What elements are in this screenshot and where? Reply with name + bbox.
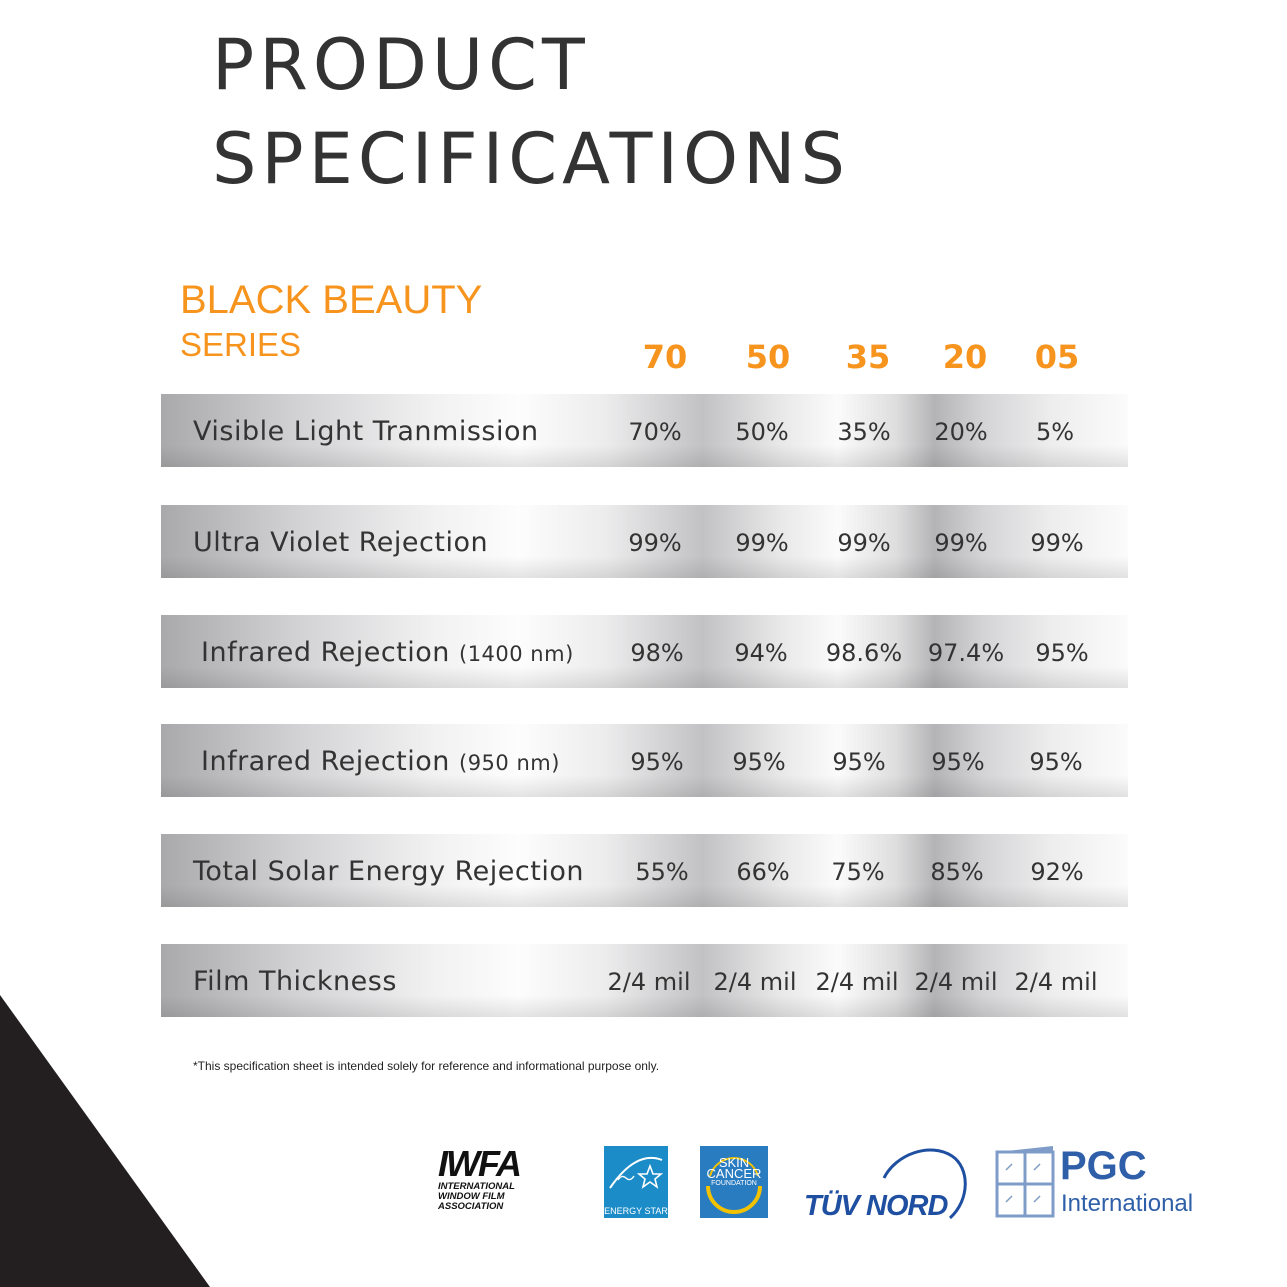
spec-value: 99%: [837, 529, 891, 557]
series-name: BLACK BEAUTY: [180, 278, 483, 322]
spec-label: Film Thickness: [193, 966, 397, 997]
spec-row-visible-light: Visible Light Tranmission 70% 50% 35% 20…: [161, 394, 1128, 467]
skin-cancer-foundation-logo: SKIN CANCER FOUNDATION: [700, 1146, 768, 1218]
pgc-name: PGC: [1060, 1144, 1147, 1188]
spec-value: 66%: [736, 858, 790, 886]
page-title-line-1: PRODUCT: [212, 24, 590, 106]
spec-label-unit: (1400 nm): [459, 642, 574, 666]
iwfa-line-3: ASSOCIATION: [438, 1201, 504, 1212]
iwfa-line-2: WINDOW FILM: [438, 1191, 505, 1202]
disclaimer: *This specification sheet is intended so…: [193, 1059, 660, 1073]
spec-value: 95%: [1029, 748, 1083, 776]
spec-value: 99%: [1030, 529, 1084, 557]
sun-arc-icon: [706, 1157, 762, 1214]
spec-value: 95%: [630, 748, 684, 776]
spec-value: 94%: [734, 639, 788, 667]
skin-cancer-text: SKIN CANCER FOUNDATION: [704, 1155, 764, 1188]
energy-star-text: ENERGY STAR: [604, 1206, 668, 1216]
spec-value: 95%: [931, 748, 985, 776]
spec-label: Infrared Rejection (1400 nm): [201, 615, 574, 688]
spec-value: 97.4%: [927, 639, 1005, 667]
spec-value: 2/4 mil: [914, 968, 998, 996]
spec-value: 98%: [630, 639, 684, 667]
iwfa-text: INTERNATIONAL WINDOW FILM ASSOCIATION: [438, 1182, 578, 1212]
column-header-35: 35: [845, 338, 891, 376]
spec-value: 92%: [1030, 858, 1084, 886]
spec-value: 5%: [1035, 418, 1075, 446]
column-header-70: 70: [642, 338, 688, 376]
spec-value: 2/4 mil: [1014, 968, 1098, 996]
spec-label-unit: (950 nm): [459, 751, 560, 775]
page-title-line-2: SPECIFICATIONS: [212, 118, 850, 200]
spec-value: 85%: [930, 858, 984, 886]
spec-value: 99%: [628, 529, 682, 557]
spec-label: Infrared Rejection (950 nm): [201, 724, 560, 797]
spec-label: Ultra Violet Rejection: [193, 527, 489, 558]
spec-value: 2/4 mil: [607, 968, 691, 996]
spec-row-infrared-1400: Infrared Rejection (1400 nm) 98% 94% 98.…: [161, 615, 1128, 688]
page-title: PRODUCT SPECIFICATIONS: [212, 18, 850, 206]
spec-row-film-thickness: Film Thickness 2/4 mil 2/4 mil 2/4 mil 2…: [161, 944, 1128, 1017]
spec-value: 95%: [1035, 639, 1089, 667]
spec-value: 75%: [831, 858, 885, 886]
column-header-50: 50: [745, 338, 791, 376]
skin-line-3: FOUNDATION: [711, 1180, 757, 1187]
window-icon: [995, 1146, 1055, 1218]
spec-value: 99%: [735, 529, 789, 557]
spec-value: 98.6%: [825, 639, 903, 667]
spec-value: 55%: [635, 858, 689, 886]
spec-row-uv-rejection: Ultra Violet Rejection 99% 99% 99% 99% 9…: [161, 505, 1128, 578]
spec-row-infrared-950: Infrared Rejection (950 nm) 95% 95% 95% …: [161, 724, 1128, 797]
spec-label-text: Infrared Rejection: [201, 746, 450, 777]
column-header-20: 20: [942, 338, 988, 376]
spec-value: 95%: [832, 748, 886, 776]
spec-value: 2/4 mil: [815, 968, 899, 996]
spec-label: Total Solar Energy Rejection: [193, 856, 584, 887]
spec-value: 50%: [735, 418, 789, 446]
iwfa-mark: IWFA: [438, 1143, 522, 1184]
spec-value: 95%: [732, 748, 786, 776]
iwfa-logo: IWFA INTERNATIONAL WINDOW FILM ASSOCIATI…: [438, 1143, 578, 1220]
spec-row-total-solar: Total Solar Energy Rejection 55% 66% 75%…: [161, 834, 1128, 907]
pgc-international-logo: PGC International: [994, 1144, 1214, 1220]
tuv-nord-logo: TÜV NORD: [800, 1140, 972, 1222]
tuv-nord-text: TÜV NORD: [804, 1190, 948, 1222]
spec-label-text: Infrared Rejection: [201, 637, 450, 668]
spec-value: 35%: [837, 418, 891, 446]
spec-value: 20%: [934, 418, 988, 446]
skin-line-1: SKIN: [718, 1155, 750, 1170]
iwfa-line-1: INTERNATIONAL: [438, 1181, 515, 1192]
pgc-subtitle: International: [1061, 1190, 1194, 1217]
spec-value: 70%: [628, 418, 682, 446]
spec-label: Visible Light Tranmission: [193, 416, 539, 447]
spec-value: 2/4 mil: [713, 968, 797, 996]
energy-star-icon: [609, 1156, 664, 1189]
corner-triangle-decoration: [0, 995, 210, 1287]
skin-line-2: CANCER: [706, 1166, 762, 1181]
spec-value: 99%: [934, 529, 988, 557]
series-subtitle: SERIES: [180, 326, 302, 363]
energy-star-logo: ENERGY STAR: [604, 1146, 668, 1218]
column-header-05: 05: [1034, 338, 1080, 376]
tuv-arc-icon: [882, 1148, 967, 1220]
